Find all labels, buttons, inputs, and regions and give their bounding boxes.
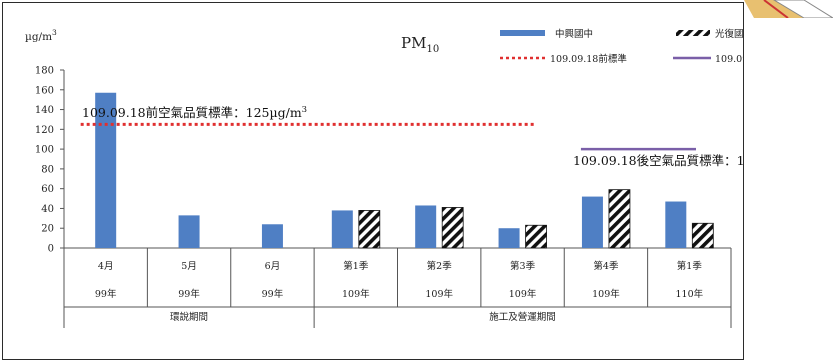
y-tick-label: 180 [35, 66, 54, 77]
bar-zhongxing [331, 210, 353, 248]
legend-swatch-zhongxing [500, 30, 545, 36]
x-tick-label: 第2季 [427, 260, 453, 272]
y-tick-label: 40 [41, 204, 54, 215]
bar-guangfu [691, 222, 714, 249]
x-tick-label-year: 109年 [592, 288, 620, 300]
x-tick-label-year: 109年 [425, 288, 453, 300]
legend-label: 109.09.18前標準 [550, 53, 627, 65]
legend-label: 109.09.18後標準 [715, 53, 743, 65]
x-tick-label: 6月 [265, 261, 281, 272]
bar-guangfu [441, 207, 464, 249]
reference-line-label: 109.09.18後空氣品質標準：100µg/m3 [573, 153, 743, 168]
x-tick-label-year: 110年 [675, 288, 703, 300]
x-tick-label-year: 99年 [95, 288, 117, 300]
pm10-bar-chart: µg/m3 PM10 0 20 40 60 80 100 120 140 160 180 4月 99年 5月… [25, 28, 743, 328]
legend: 中興國中 光復國小 109.09.18前標準 109.09.18後標準 [500, 28, 743, 65]
x-tick-label: 第4季 [593, 260, 619, 272]
y-tick-label: 60 [41, 184, 54, 195]
bar-guangfu [608, 189, 631, 249]
category-group-label: 環說期間 [170, 311, 208, 323]
legend-label: 中興國中 [555, 28, 593, 40]
bar-zhongxing [95, 92, 117, 248]
reference-line-label: 109.09.18前空氣品質標準：125µg/m3 [82, 105, 307, 120]
x-tick-label-year: 99年 [262, 288, 284, 300]
corner-graphic-fragment [744, 0, 833, 18]
bar-zhongxing [178, 215, 200, 248]
legend-label: 光復國小 [715, 28, 743, 40]
y-tick-label: 0 [48, 244, 54, 255]
bar-guangfu [358, 210, 381, 249]
bar-zhongxing [498, 228, 520, 248]
y-tick-label: 100 [35, 145, 54, 156]
y-tick-label: 140 [35, 105, 54, 116]
y-tick-label: 80 [41, 164, 54, 175]
x-tick-label-year: 109年 [342, 288, 370, 300]
y-axis-label: µg/m3 [25, 28, 57, 43]
x-tick-label: 5月 [181, 261, 197, 272]
y-tick-label: 120 [35, 125, 54, 136]
x-tick-label: 第1季 [677, 260, 703, 272]
x-tick-label-year: 99年 [178, 288, 200, 300]
bar-guangfu [525, 224, 547, 249]
x-tick-label: 第3季 [510, 260, 536, 272]
y-tick-label: 20 [41, 224, 54, 235]
y-tick-label: 160 [35, 85, 54, 96]
bar-zhongxing [415, 205, 437, 248]
legend-swatch-guangfu [676, 30, 710, 36]
category-group-label: 施工及營運期間 [489, 311, 556, 323]
bar-zhongxing [665, 201, 687, 248]
x-tick-label: 4月 [98, 261, 114, 272]
bar-zhongxing [261, 224, 283, 248]
chart-title: PM10 [401, 34, 439, 55]
x-tick-label: 第1季 [343, 260, 369, 272]
x-tick-label-year: 109年 [509, 288, 537, 300]
bar-zhongxing [581, 196, 603, 248]
chart-frame: µg/m3 PM10 0 20 40 60 80 100 120 140 160 180 4月 99年 5月… [2, 2, 744, 360]
